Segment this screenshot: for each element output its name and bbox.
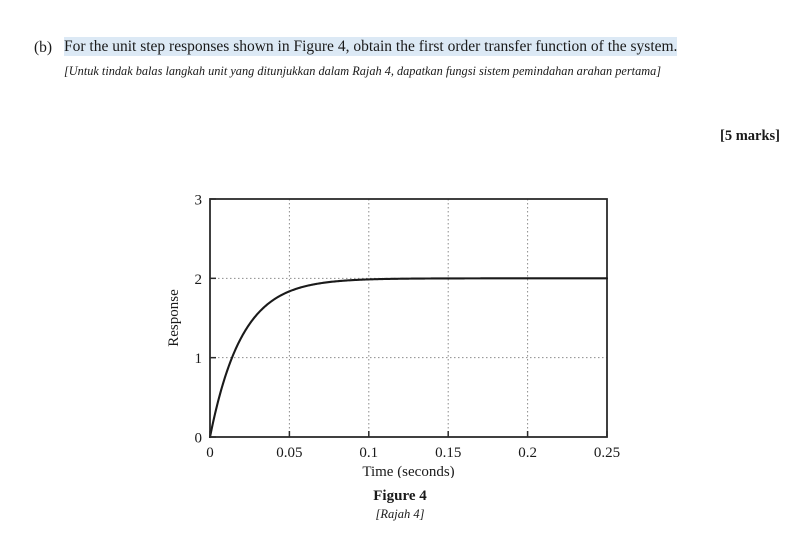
plot-frame [209,198,608,438]
x-axis-ticks [209,431,608,437]
chart-svg: 0 1 2 3 0 0.05 0.1 0.15 0.2 0.25 Time (s… [166,193,620,479]
figure-caption-title: Figure 4 [373,488,427,504]
question-row: (b) For the unit step responses shown in… [34,36,774,79]
y-tick-label-3: 3 [195,193,203,209]
x-tick-label-0: 0 [206,445,214,461]
plot-background [210,199,607,437]
y-tick-label-1: 1 [195,351,203,367]
figure-container: 0 1 2 3 0 0.05 0.1 0.15 0.2 0.25 Time (s… [0,178,800,479]
question-body: For the unit step responses shown in Fig… [64,36,774,79]
x-tick-label-5: 0.25 [594,445,620,461]
x-tick-label-4: 0.2 [518,445,537,461]
response-curve-points [208,277,609,439]
marks-label: [5 marks] [719,128,780,144]
question-block: (b) For the unit step responses shown in… [34,36,774,79]
x-tick-label-1: 0.05 [276,445,302,461]
y-tick-label-0: 0 [195,431,203,447]
figure-caption: Figure 4 [Rajah 4] [0,487,800,523]
x-axis-label: Time (seconds) [362,464,454,478]
x-tick-label-2: 0.1 [359,445,378,461]
step-response-chart: 0 1 2 3 0 0.05 0.1 0.15 0.2 0.25 Time (s… [0,178,800,479]
question-translation-text: [Untuk tindak balas langkah unit yang di… [64,63,662,78]
x-tick-label-3: 0.15 [435,445,461,461]
question-letter: (b) [34,39,53,56]
question-text-highlighted: For the unit step responses shown in Fig… [64,37,678,56]
y-axis-label: Response [166,289,182,347]
y-axis-ticks [210,198,216,438]
figure-caption-subtitle: [Rajah 4] [375,507,425,521]
y-tick-label-2: 2 [195,272,203,288]
